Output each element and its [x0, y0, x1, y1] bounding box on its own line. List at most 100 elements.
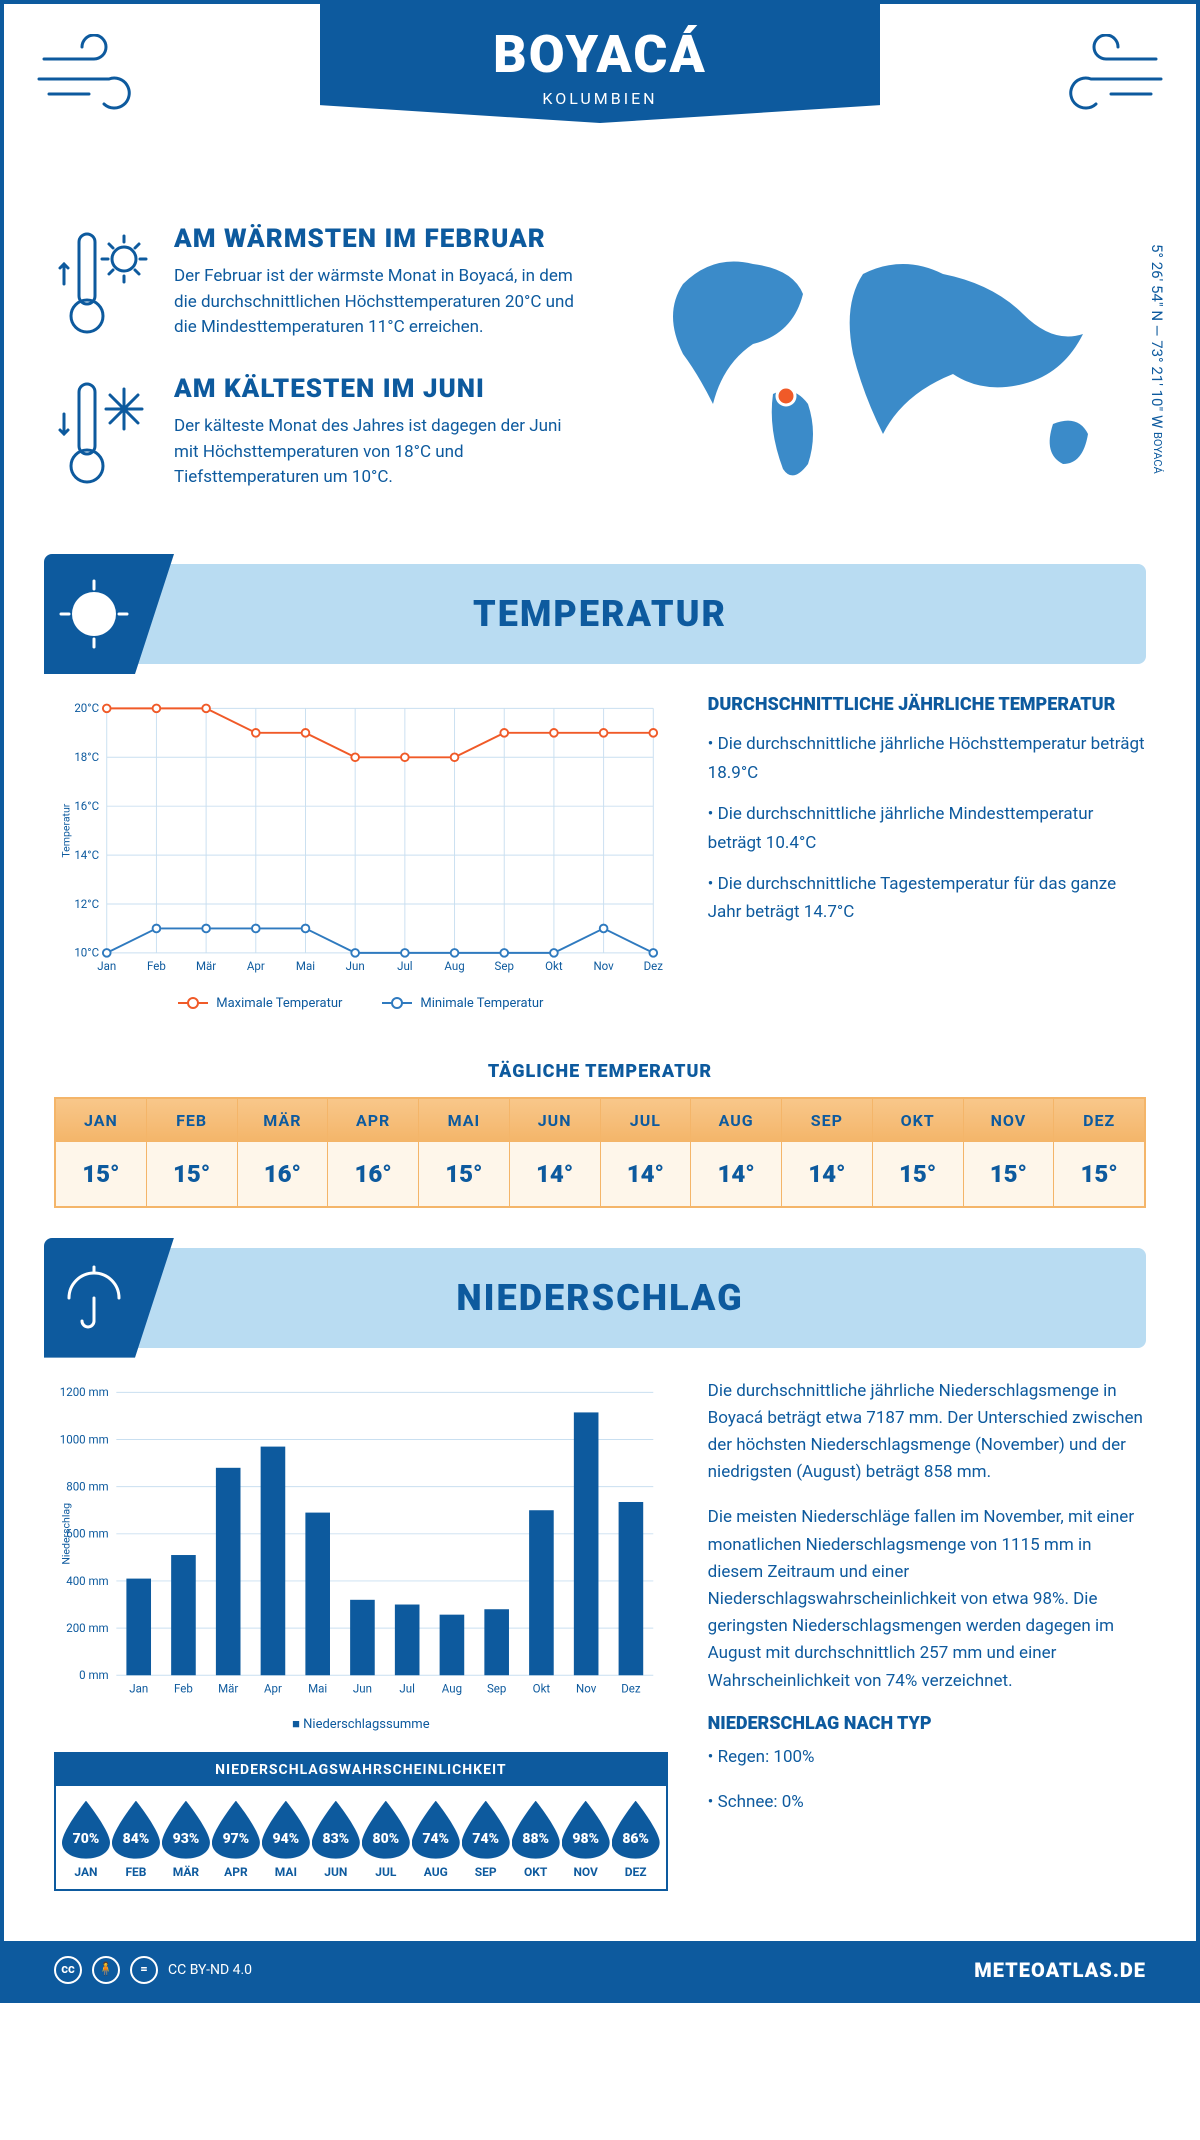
svg-text:Okt: Okt: [545, 959, 563, 973]
precip-rain: • Regen: 100%: [708, 1744, 1146, 1771]
drop-icon: 80%: [362, 1801, 410, 1859]
drop-month-label: NOV: [561, 1865, 611, 1879]
svg-text:20°C: 20°C: [74, 701, 99, 715]
daily-value: 15°: [964, 1142, 1055, 1206]
daily-table-head: JANFEBMÄRAPRMAIJUNJULAUGSEPOKTNOVDEZ: [56, 1099, 1144, 1142]
daily-month: MAI: [419, 1099, 510, 1142]
daily-month: FEB: [147, 1099, 238, 1142]
drop-month-label: DEZ: [611, 1865, 661, 1879]
svg-text:Temperatur: Temperatur: [59, 803, 72, 857]
drop-icon: 86%: [612, 1801, 660, 1859]
legend-max-label: Maximale Temperatur: [216, 996, 342, 1011]
precipitation-bar-chart: 0 mm200 mm400 mm600 mm800 mm1000 mm1200 …: [54, 1378, 668, 1704]
svg-text:Feb: Feb: [174, 1681, 193, 1695]
probability-item: 74%SEP: [461, 1801, 511, 1879]
temperature-legend: Maximale Temperatur Minimale Temperatur: [54, 996, 668, 1011]
temperature-chart-container: 10°C12°C14°C16°C18°C20°CJanFebMärAprMaiJ…: [54, 694, 668, 1011]
map-column: 5° 26' 54" N — 73° 21' 10" W BOYACÁ: [620, 224, 1146, 524]
temp-info-title: DURCHSCHNITTLICHE JÄHRLICHE TEMPERATUR: [708, 694, 1146, 715]
svg-text:Mai: Mai: [308, 1681, 327, 1695]
probability-item: 86% DEZ: [611, 1801, 661, 1879]
drop-icon: 93%: [162, 1801, 210, 1859]
by-icon: 🧍: [92, 1956, 120, 1984]
daily-value: 15°: [1054, 1142, 1144, 1206]
coordinates: 5° 26' 54" N — 73° 21' 10" W BOYACÁ: [1148, 244, 1166, 474]
precip-snow: • Schnee: 0%: [708, 1789, 1146, 1816]
daily-month: MÄR: [238, 1099, 329, 1142]
fact-warm-text: Der Februar ist der wärmste Monat in Boy…: [174, 264, 580, 341]
overview-row: AM WÄRMSTEN IM FEBRUAR Der Februar ist d…: [4, 204, 1196, 554]
drop-month-label: APR: [211, 1865, 261, 1879]
drop-icon: 88%: [512, 1801, 560, 1859]
daily-month: DEZ: [1054, 1099, 1144, 1142]
daily-month: JUN: [510, 1099, 601, 1142]
section-head-precipitation: NIEDERSCHLAG: [54, 1248, 1146, 1348]
drop-month-label: SEP: [461, 1865, 511, 1879]
drop-month-label: MÄR: [161, 1865, 211, 1879]
license-text: CC BY-ND 4.0: [168, 1962, 252, 1978]
svg-text:Apr: Apr: [264, 1681, 282, 1695]
drop-month-label: FEB: [111, 1865, 161, 1879]
daily-month: JAN: [56, 1099, 147, 1142]
daily-value: 14°: [691, 1142, 782, 1206]
fact-warmest: AM WÄRMSTEN IM FEBRUAR Der Februar ist d…: [54, 224, 580, 344]
probability-item: 83%JUN: [311, 1801, 361, 1879]
fact-coldest: AM KÄLTESTEN IM JUNI Der kälteste Monat …: [54, 374, 580, 494]
temp-info-b3: • Die durchschnittliche Tagestemperatur …: [708, 870, 1146, 928]
daily-table-body: 15°15°16°16°15°14°14°14°14°15°15°15°: [56, 1142, 1144, 1206]
svg-text:Mär: Mär: [218, 1681, 238, 1695]
legend-min-label: Minimale Temperatur: [420, 996, 543, 1011]
wind-icon: [1046, 34, 1166, 124]
fact-cold-text: Der kälteste Monat des Jahres ist dagege…: [174, 414, 580, 491]
daily-month: APR: [328, 1099, 419, 1142]
daily-month: AUG: [691, 1099, 782, 1142]
svg-text:Aug: Aug: [442, 1681, 462, 1695]
drop-month-label: JAN: [61, 1865, 111, 1879]
footer-site: METEOATLAS.DE: [974, 1958, 1146, 1982]
title-ribbon: BOYACÁ KOLUMBIEN: [320, 4, 880, 123]
section-title-precipitation: NIEDERSCHLAG: [456, 1277, 743, 1319]
svg-text:Jul: Jul: [399, 1681, 414, 1695]
daily-month: NOV: [964, 1099, 1055, 1142]
probability-item: 97% APR: [211, 1801, 261, 1879]
svg-text:Aug: Aug: [444, 959, 464, 973]
probability-box: NIEDERSCHLAGSWAHRSCHEINLICHKEIT 70%JAN84…: [54, 1752, 668, 1891]
cc-icon: cc: [54, 1956, 82, 1984]
svg-text:Jun: Jun: [346, 959, 365, 973]
svg-text:600 mm: 600 mm: [66, 1526, 108, 1540]
svg-text:1000 mm: 1000 mm: [60, 1432, 109, 1446]
probability-item: 88% OKT: [511, 1801, 561, 1879]
precip-type-title: NIEDERSCHLAG NACH TYP: [708, 1713, 1146, 1734]
footer: cc 🧍 = CC BY-ND 4.0 METEOATLAS.DE: [4, 1941, 1196, 1999]
svg-text:Okt: Okt: [533, 1681, 551, 1695]
svg-text:Nov: Nov: [593, 959, 614, 973]
header: BOYACÁ KOLUMBIEN: [4, 4, 1196, 204]
temp-info-b1: • Die durchschnittliche jährliche Höchst…: [708, 730, 1146, 788]
svg-text:Jul: Jul: [397, 959, 412, 973]
drop-icon: 74%: [412, 1801, 460, 1859]
section-title-temperature: TEMPERATUR: [473, 593, 727, 635]
svg-text:10°C: 10°C: [74, 946, 99, 960]
svg-text:Dez: Dez: [644, 959, 664, 973]
temperature-row: 10°C12°C14°C16°C18°C20°CJanFebMärAprMaiJ…: [4, 694, 1196, 1041]
probability-item: 98% NOV: [561, 1801, 611, 1879]
probability-item: 70% JAN: [61, 1801, 111, 1879]
probability-row: 70%JAN84%FEB93%MÄR97%APR94%MAI83%JUN80%J…: [56, 1786, 666, 1889]
drop-month-label: OKT: [511, 1865, 561, 1879]
svg-text:16°C: 16°C: [74, 799, 99, 813]
probability-item: 84%FEB: [111, 1801, 161, 1879]
drop-icon: 97%: [212, 1801, 260, 1859]
daily-value: 15°: [56, 1142, 147, 1206]
svg-text:Nov: Nov: [576, 1681, 597, 1695]
temperature-line-chart: 10°C12°C14°C16°C18°C20°CJanFebMärAprMaiJ…: [54, 694, 668, 982]
wind-icon: [34, 34, 154, 124]
legend-min: Minimale Temperatur: [382, 996, 543, 1011]
drop-month-label: AUG: [411, 1865, 461, 1879]
drop-icon: 70%: [62, 1801, 110, 1859]
drop-icon: 98%: [562, 1801, 610, 1859]
daily-value: 14°: [782, 1142, 873, 1206]
daily-month: OKT: [873, 1099, 964, 1142]
daily-value: 15°: [419, 1142, 510, 1206]
svg-text:1200 mm: 1200 mm: [60, 1385, 109, 1399]
probability-item: 93% MÄR: [161, 1801, 211, 1879]
